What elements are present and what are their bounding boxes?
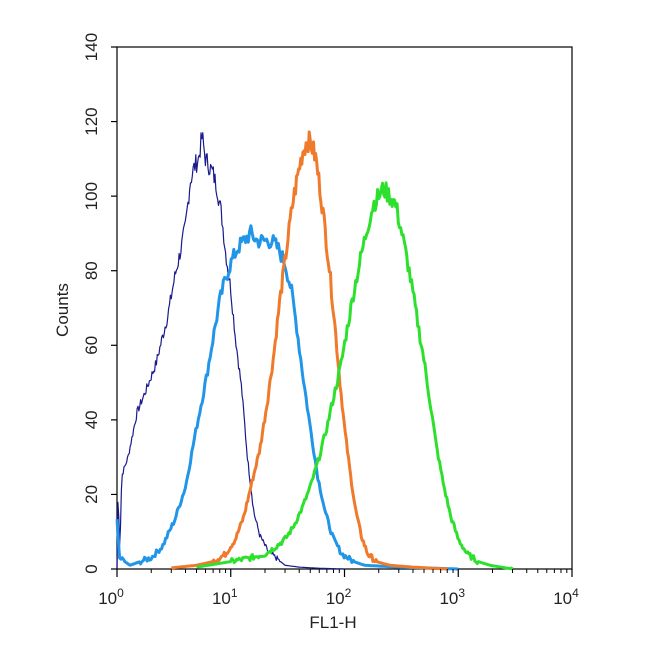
y-tick-label: 100 bbox=[82, 182, 101, 210]
x-tick-label: 102 bbox=[326, 586, 352, 608]
x-tick-label: 100 bbox=[98, 586, 124, 608]
y-tick-label: 40 bbox=[82, 410, 101, 429]
y-axis-title: Counts bbox=[53, 283, 72, 337]
y-tick-label: 80 bbox=[82, 261, 101, 280]
plot-frame bbox=[116, 46, 573, 570]
y-tick-label: 60 bbox=[82, 336, 101, 355]
series-layer bbox=[115, 130, 514, 571]
y-tick-label: 120 bbox=[82, 107, 101, 135]
x-axis-title: FL1-H bbox=[309, 613, 356, 632]
y-tick-label: 20 bbox=[82, 485, 101, 504]
y-tick-label: 0 bbox=[82, 564, 101, 573]
series-line-1 bbox=[116, 132, 345, 570]
series-line-3 bbox=[170, 130, 449, 571]
x-tick-label: 103 bbox=[439, 586, 465, 608]
x-tick-label: 101 bbox=[212, 586, 238, 608]
axis-layer: 0 20 40 60 80 100 120 140 100 101 102 103 104 bbox=[82, 33, 579, 608]
x-tick-label: 104 bbox=[553, 586, 579, 608]
series-line-4 bbox=[196, 181, 514, 571]
y-tick-label: 140 bbox=[82, 33, 101, 61]
